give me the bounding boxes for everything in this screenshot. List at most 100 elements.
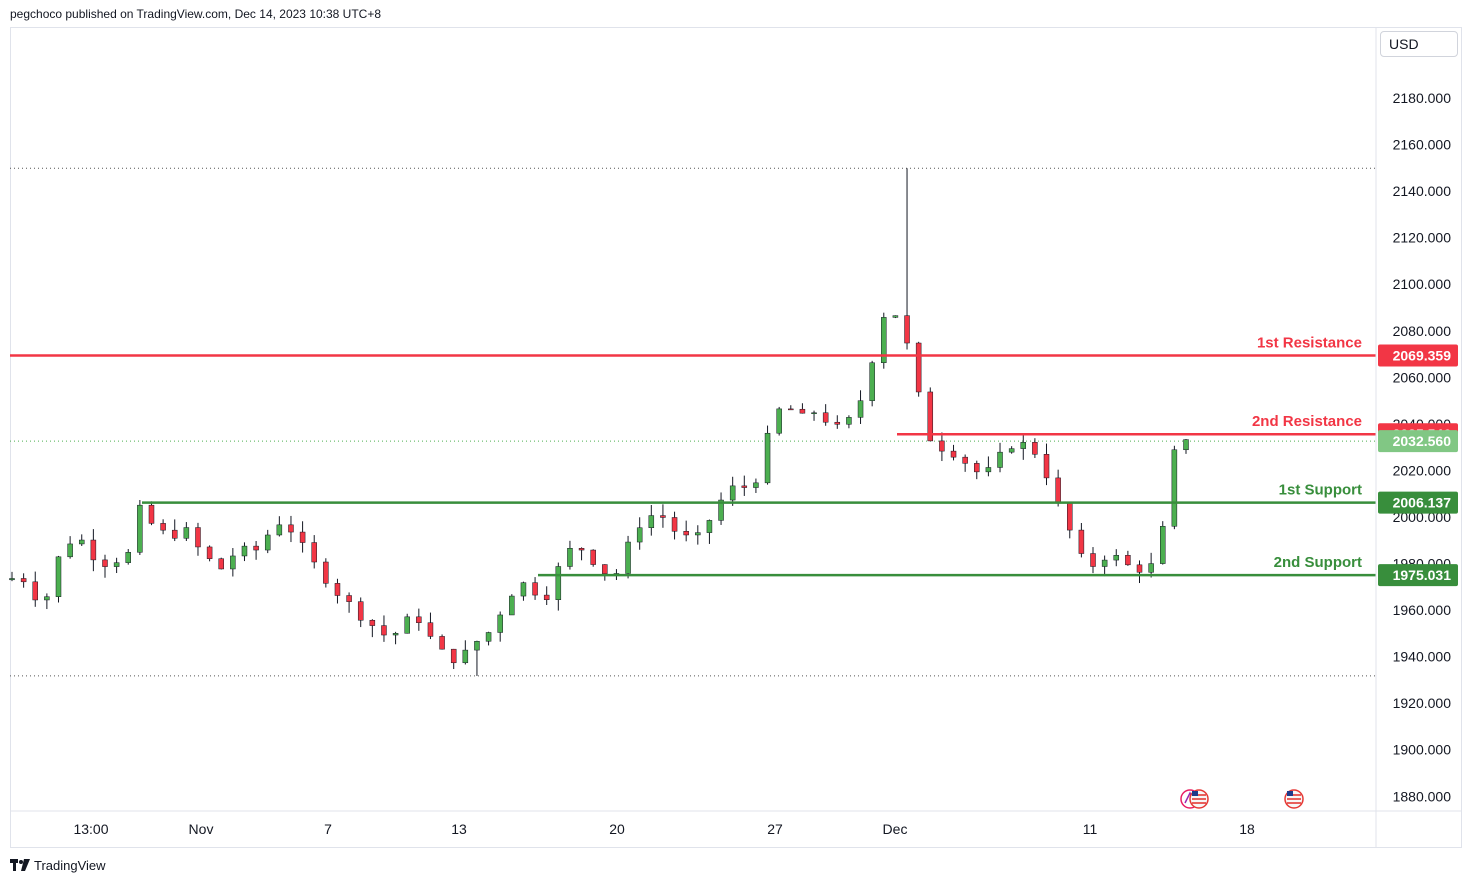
price-tick-label: 2100.000: [1393, 276, 1452, 292]
price-tick-label: 2160.000: [1393, 137, 1452, 153]
candle: [183, 522, 190, 542]
candle: [160, 519, 166, 535]
candle: [90, 529, 97, 572]
candle: [904, 168, 910, 350]
price-tick-label: 1880.000: [1393, 788, 1452, 804]
us-flag-icon[interactable]: [1284, 789, 1304, 809]
candle: [811, 410, 817, 421]
candle: [416, 608, 422, 631]
time-tick-label: Nov: [189, 821, 214, 837]
candle: [102, 554, 108, 578]
price-tick-label: 2080.000: [1393, 323, 1452, 339]
price-tag: 1975.031: [1378, 564, 1458, 587]
candle: [881, 312, 887, 369]
candle: [1148, 552, 1154, 578]
candle: [555, 562, 562, 611]
candle: [1101, 555, 1108, 577]
svg-text:2032.560: 2032.560: [1393, 433, 1452, 449]
time-tick-label: 13: [451, 821, 467, 837]
candle: [822, 404, 829, 426]
footer: TradingView: [10, 856, 106, 874]
candle: [974, 460, 980, 480]
candle: [1125, 550, 1131, 566]
candle: [753, 478, 759, 493]
candle: [915, 341, 922, 397]
candle: [195, 522, 201, 556]
candle: [869, 360, 875, 407]
price-tag: 2069.359: [1378, 344, 1458, 367]
candle: [1043, 443, 1050, 486]
candle: [125, 549, 131, 565]
candle: [706, 519, 713, 544]
candle: [543, 586, 550, 606]
candle: [788, 405, 794, 411]
candle: [1055, 469, 1061, 507]
price-tick-label: 2180.000: [1393, 90, 1452, 106]
candle: [567, 540, 573, 570]
candle: [776, 406, 782, 436]
candle: [636, 517, 643, 550]
svg-text:2069.359: 2069.359: [1393, 348, 1452, 364]
svg-text:2006.137: 2006.137: [1393, 495, 1452, 511]
candle: [1160, 521, 1166, 565]
candle: [695, 525, 701, 545]
candle: [78, 534, 85, 546]
us-flag-icon[interactable]: [1189, 789, 1209, 809]
tradingview-logo-icon: [10, 859, 30, 871]
candle: [1067, 501, 1073, 539]
price-tick-label: 2060.000: [1393, 369, 1452, 385]
candle: [113, 557, 120, 574]
candle: [602, 564, 608, 581]
candle: [485, 631, 492, 646]
candle: [381, 615, 387, 642]
time-axis: 13:00 Nov 7 13 20 27 Dec 11 18: [10, 810, 1462, 837]
chart-frame[interactable]: [10, 27, 1462, 848]
candle: [857, 390, 864, 424]
price-tick-label: 2020.000: [1393, 462, 1452, 478]
price-tag: 2006.137: [1378, 491, 1458, 514]
candle: [427, 612, 434, 640]
price-tick-label: 2140.000: [1393, 183, 1452, 199]
candle: [288, 515, 294, 543]
candle: [148, 501, 155, 526]
candle: [927, 387, 934, 442]
candle: [846, 415, 852, 429]
candle: [625, 535, 631, 579]
candle: [276, 516, 283, 537]
candle: [137, 499, 143, 555]
candle: [346, 592, 352, 613]
candle: [532, 577, 538, 600]
currency-selector[interactable]: USD: [1380, 31, 1458, 57]
candle: [462, 640, 469, 665]
candle: [404, 613, 410, 634]
price-tick-label: 1900.000: [1393, 742, 1452, 758]
candle: [218, 557, 224, 570]
candle: [171, 519, 178, 542]
candle: [241, 542, 248, 562]
candle: [985, 456, 992, 477]
price-tick-label: 1940.000: [1393, 649, 1452, 665]
candle: [509, 594, 515, 616]
candle: [44, 593, 50, 610]
level-label: 1st Support: [1279, 482, 1362, 499]
candle: [311, 535, 317, 569]
candle: [729, 476, 736, 506]
candle: [1136, 560, 1143, 584]
candle: [520, 581, 527, 601]
candle: [357, 597, 364, 628]
candle: [299, 521, 306, 553]
grid-layer: [10, 167, 1376, 677]
time-tick-label: 7: [324, 821, 332, 837]
candle: [671, 511, 678, 540]
candle: [950, 444, 957, 461]
candle: [369, 619, 376, 638]
event-icons[interactable]: [1180, 789, 1304, 809]
candle: [1090, 547, 1096, 574]
price-tick-label: 1920.000: [1393, 695, 1452, 711]
candle: [683, 520, 689, 542]
candle: [1032, 438, 1038, 459]
footer-brand: TradingView: [34, 857, 106, 873]
time-tick-label: 13:00: [73, 821, 108, 837]
